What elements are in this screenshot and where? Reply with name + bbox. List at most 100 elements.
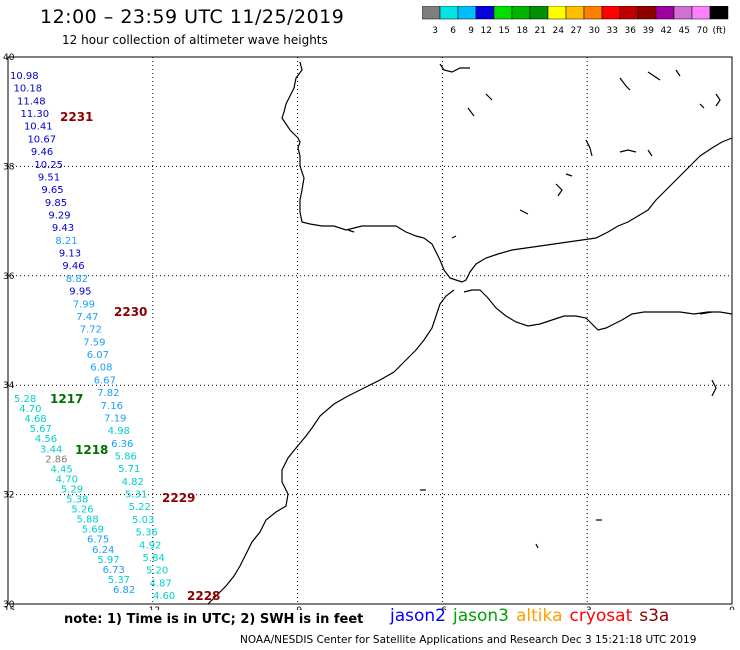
swh-value: 6.75 — [87, 535, 109, 546]
swh-value: 5.88 — [77, 515, 99, 526]
map-subtitle: 12 hour collection of altimeter wave hei… — [62, 33, 328, 47]
swh-value: 5.20 — [146, 566, 168, 577]
scale-label: 27 — [571, 26, 582, 36]
wave-height-map: 40 38 36 34 32 30-15 -12 -9 -6 -3 0 10.98 10.1811.4… — [1, 53, 735, 610]
swh-value: 5.26 — [71, 505, 93, 516]
swh-value: 10.98 — [10, 71, 39, 82]
legend-jason3: jason3 — [453, 606, 509, 626]
scale-swatch — [709, 6, 729, 20]
swh-value: 3.44 — [40, 444, 62, 455]
swh-value: 4.45 — [50, 464, 72, 475]
scale-label: 15 — [499, 26, 510, 36]
longitude-label: -15 — [1, 606, 16, 610]
swh-value: 5.37 — [108, 575, 130, 586]
swh-value: 7.72 — [80, 325, 102, 336]
swh-value: 8.82 — [66, 274, 88, 285]
swh-value: 4.56 — [35, 434, 57, 445]
swh-value: 9.85 — [45, 198, 67, 209]
scale-label: 70 — [697, 26, 709, 36]
legend-jason2: jason2 — [390, 606, 446, 626]
longitude-label: -6 — [438, 606, 447, 610]
swh-value: 7.59 — [83, 337, 105, 348]
longitude-label: -9 — [293, 606, 302, 610]
swh-value: 10.18 — [13, 84, 42, 95]
wave-height-scale: 3 6 9 12 15 18 21 24 27 30 33 36 39 42 45 70 (ft) — [422, 6, 729, 36]
longitude-label: 0 — [729, 606, 735, 610]
swh-value: 6.82 — [113, 585, 135, 596]
swh-value: 9.65 — [41, 185, 63, 196]
legend-cryosat: cryosat — [569, 606, 633, 626]
map-title: 12:00 – 23:59 UTC 11/25/2019 — [40, 6, 345, 28]
satellite-legend: jason2 jason3 altika cryosat s3a — [390, 606, 676, 626]
swh-value: 6.67 — [94, 375, 116, 386]
swh-value: 5.36 — [136, 528, 158, 539]
units-note: note: 1) Time is in UTC; 2) SWH is in fe… — [64, 612, 364, 627]
scale-label: 30 — [589, 26, 601, 36]
pass-time-label: 1218 — [75, 443, 108, 457]
scale-label: 42 — [661, 26, 672, 36]
swh-value: 5.31 — [125, 490, 147, 501]
swh-value: 7.99 — [73, 299, 95, 310]
swh-value: 9.43 — [52, 223, 74, 234]
swh-value: 4.70 — [56, 474, 78, 485]
swh-value: 4.98 — [108, 426, 130, 437]
swh-value: 10.41 — [24, 122, 53, 133]
swh-value: 9.46 — [31, 147, 53, 158]
swh-value: 2.86 — [45, 454, 67, 465]
swh-value: 5.71 — [118, 464, 140, 475]
scale-label: 3 — [432, 26, 438, 36]
latitude-label: 32 — [3, 491, 14, 501]
swh-value: 9.13 — [59, 249, 81, 260]
scale-label: 36 — [625, 26, 637, 36]
swh-value: 9.29 — [48, 211, 70, 222]
swh-value: 5.29 — [61, 484, 83, 495]
scale-label: 24 — [553, 26, 565, 36]
scale-label: (ft) — [712, 26, 726, 36]
pass-time-label: 2228 — [187, 589, 220, 603]
swh-value: 6.73 — [103, 565, 125, 576]
swh-value: 7.82 — [97, 388, 119, 399]
swh-value: 10.67 — [27, 134, 56, 145]
scale-label: 33 — [607, 26, 618, 36]
latitude-label: 40 — [3, 53, 15, 63]
map-frame — [7, 56, 733, 605]
longitude-label: -12 — [145, 606, 160, 610]
longitude-label: -3 — [583, 606, 592, 610]
swh-value: 5.84 — [143, 553, 165, 564]
pass-time-label: 2230 — [114, 305, 147, 319]
swh-value: 6.08 — [90, 363, 112, 374]
legend-altika: altika — [516, 606, 563, 626]
graticule — [8, 57, 732, 604]
scale-label: 6 — [450, 26, 456, 36]
scale-label: 45 — [679, 26, 690, 36]
swh-value: 5.86 — [115, 451, 137, 462]
pass-time-label: 2229 — [162, 491, 195, 505]
swh-value: 4.92 — [139, 540, 161, 551]
swh-value: 9.46 — [62, 261, 84, 272]
coastline — [207, 61, 733, 605]
swh-value: 7.47 — [76, 312, 98, 323]
altimeter-tracks: 10.9810.1811.4811.3010.4110.679.4610.259… — [10, 71, 220, 603]
scale-label: 12 — [481, 26, 492, 36]
swh-value: 8.21 — [55, 236, 77, 247]
swh-value: 10.25 — [34, 160, 63, 171]
pass-time-label: 1217 — [50, 392, 83, 406]
swh-value: 5.22 — [129, 502, 151, 513]
scale-label: 18 — [517, 26, 529, 36]
swh-value: 11.48 — [17, 96, 46, 107]
swh-value: 7.16 — [101, 401, 123, 412]
swh-value: 5.38 — [66, 495, 88, 506]
swh-value: 4.68 — [24, 414, 46, 425]
swh-value: 4.87 — [150, 578, 172, 589]
swh-value: 4.60 — [153, 591, 175, 602]
scale-label: 39 — [643, 26, 655, 36]
axis-labels: 40 38 36 34 32 30-15 -12 -9 -6 -3 0 — [1, 53, 735, 610]
swh-value: 5.67 — [30, 424, 52, 435]
swh-value: 5.97 — [97, 555, 119, 566]
latitude-label: 34 — [3, 381, 15, 391]
swh-value: 9.95 — [69, 287, 91, 298]
swh-value: 4.82 — [122, 477, 144, 488]
swh-value: 7.19 — [104, 413, 126, 424]
latitude-label: 36 — [3, 272, 15, 282]
swh-value: 5.28 — [14, 394, 36, 405]
